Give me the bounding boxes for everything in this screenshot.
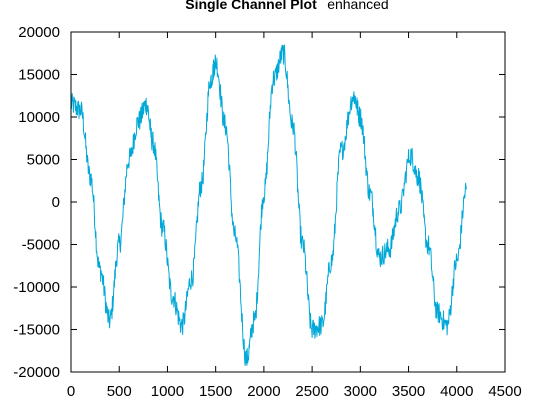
series-line <box>70 44 467 366</box>
chart-title-suffix: enhanced <box>327 0 389 12</box>
y-tick-label: 20000 <box>18 24 60 41</box>
x-tick-label: 3500 <box>392 383 425 400</box>
x-tick-label: 2000 <box>247 383 280 400</box>
y-tick-label: 10000 <box>18 109 60 126</box>
y-tick-label: 0 <box>52 194 60 211</box>
y-tick-label: -5000 <box>22 237 60 254</box>
y-tick-label: -20000 <box>13 364 60 381</box>
y-tick-label: -15000 <box>13 322 60 339</box>
x-tick-label: 4000 <box>440 383 473 400</box>
y-tick-label: -10000 <box>13 279 60 296</box>
chart-title-main: Single Channel Plot <box>185 0 317 12</box>
x-tick-label: 4500 <box>488 383 521 400</box>
x-tick-label: 3000 <box>344 383 377 400</box>
x-tick-label: 2500 <box>295 383 328 400</box>
chart-title: Single Channel Plot enhanced <box>185 0 388 13</box>
y-tick-label: 15000 <box>18 67 60 84</box>
x-tick-label: 1000 <box>151 383 184 400</box>
x-tick-label: 1500 <box>199 383 232 400</box>
x-tick-label: 500 <box>107 383 132 400</box>
y-tick-label: 5000 <box>27 152 60 169</box>
x-tick-label: 0 <box>67 383 75 400</box>
